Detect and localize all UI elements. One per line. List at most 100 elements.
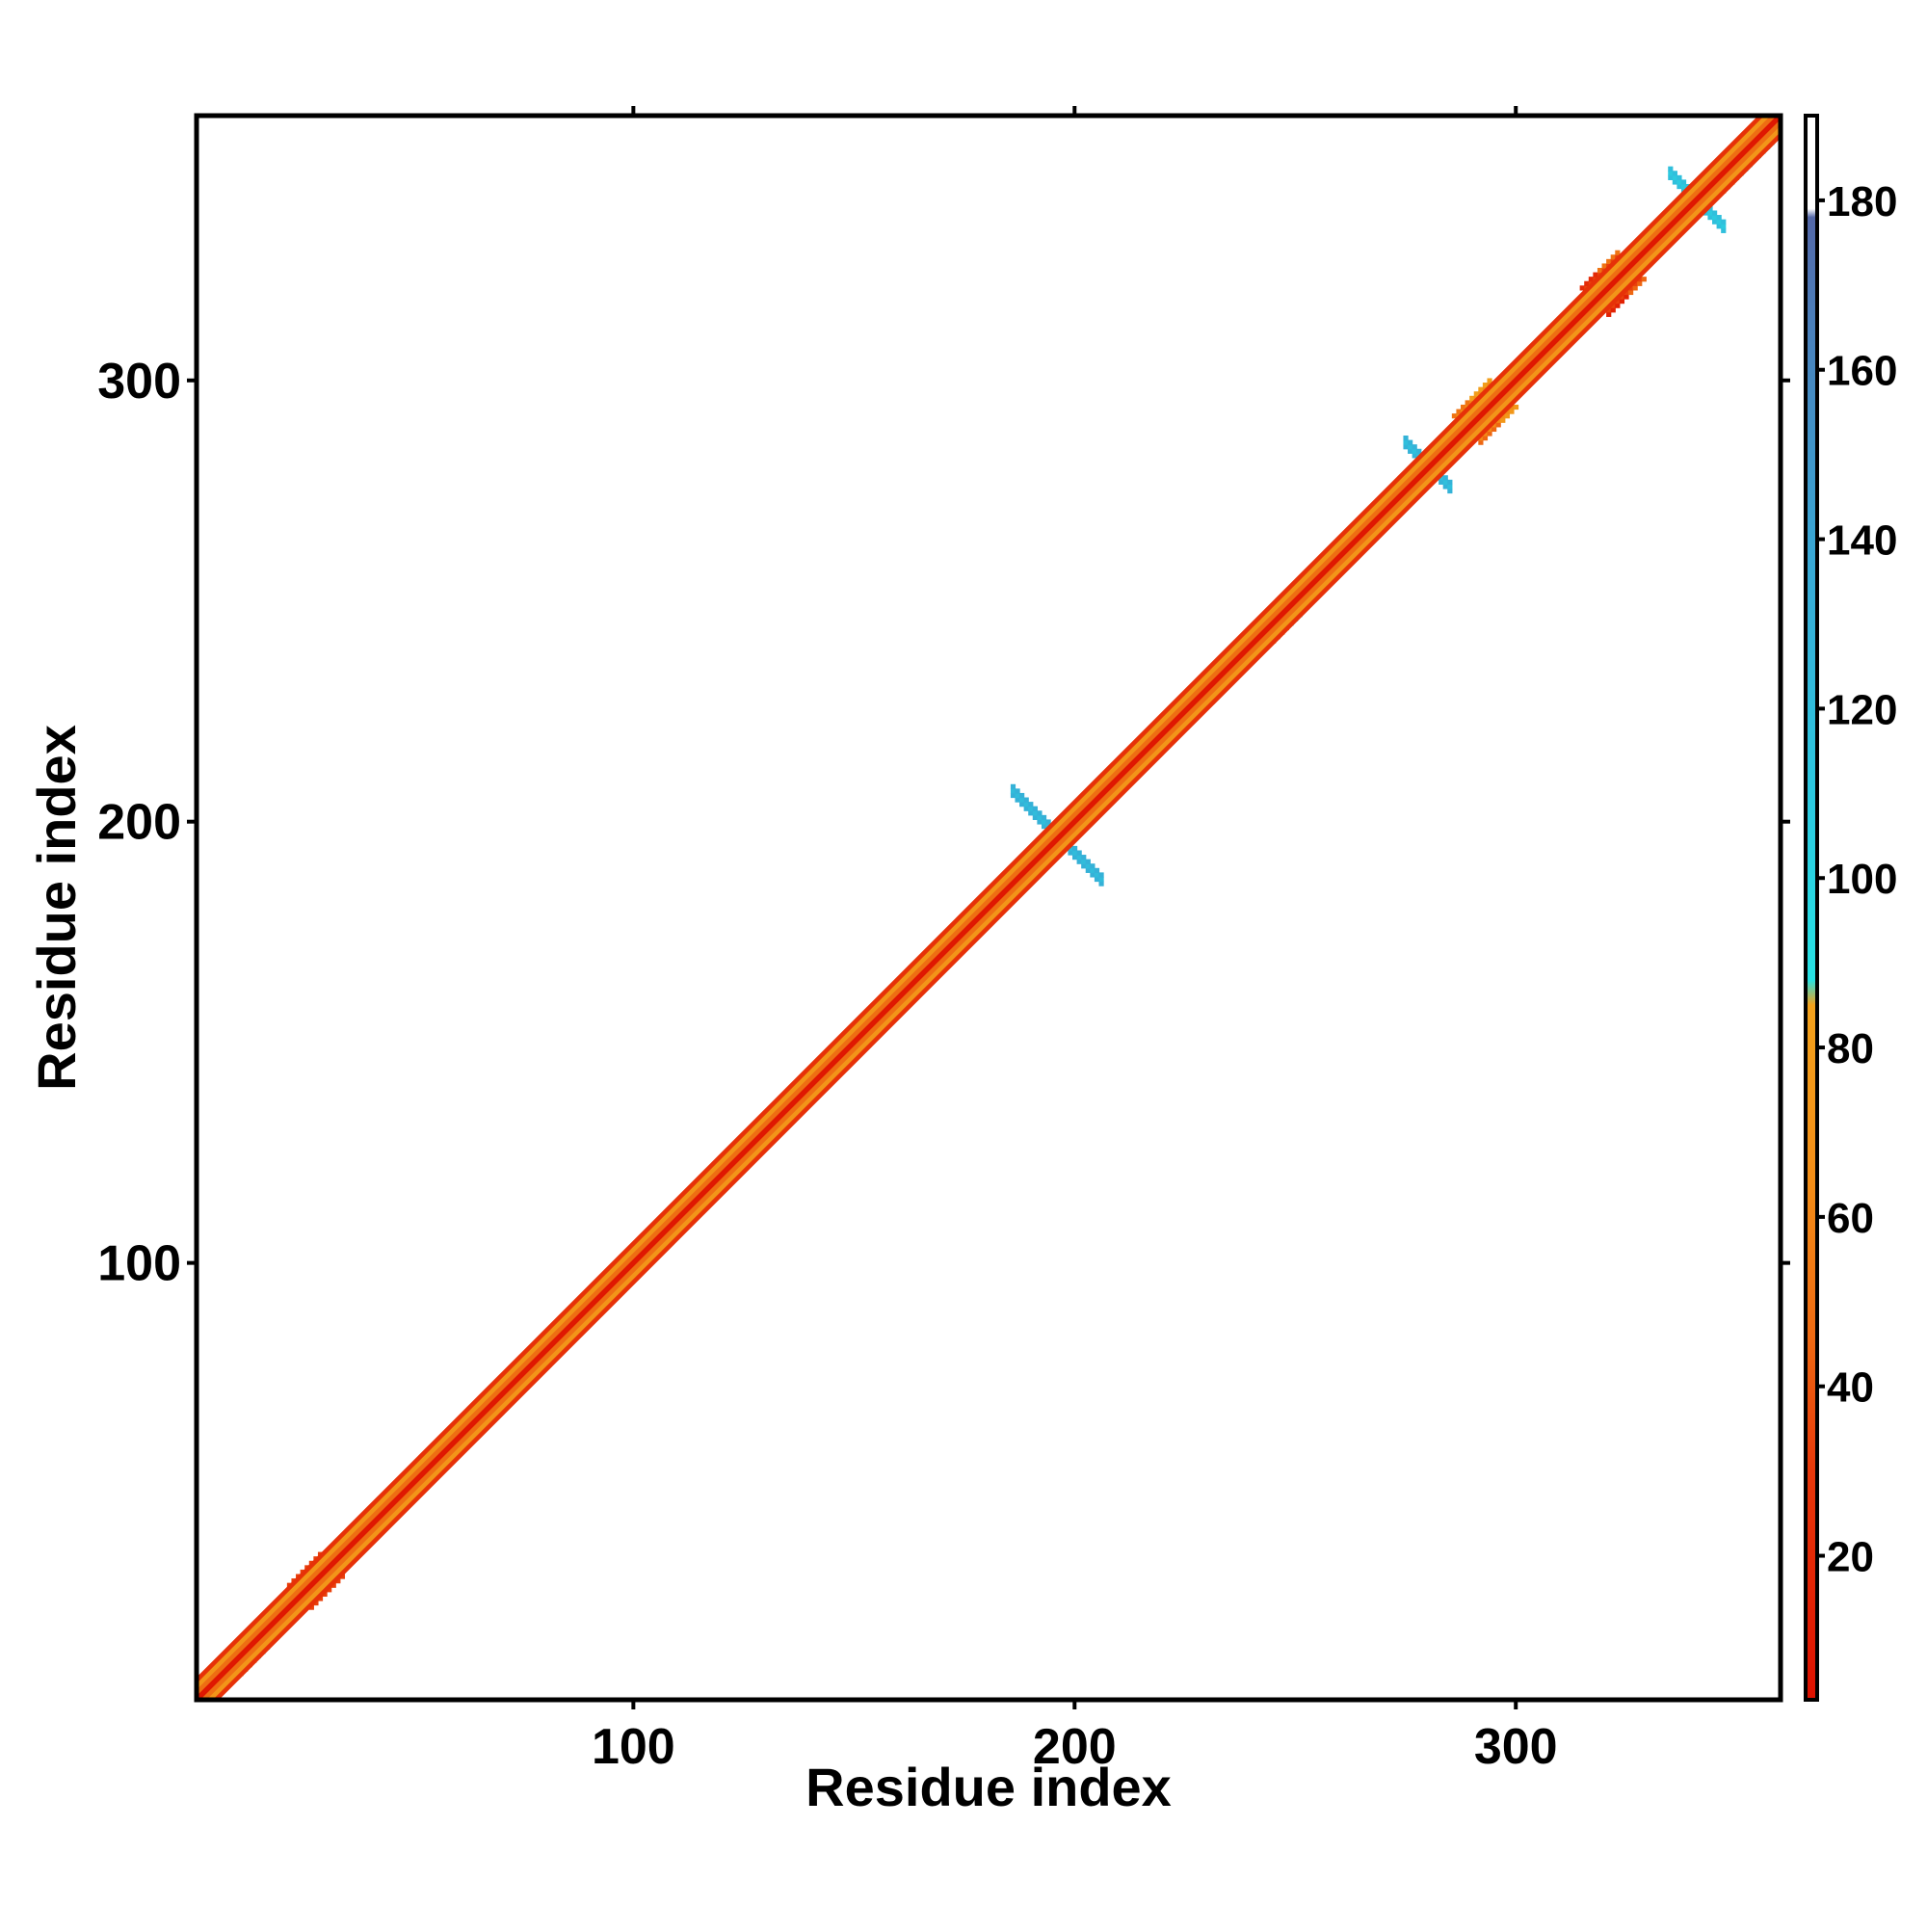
heatmap-cell xyxy=(1403,444,1409,450)
heatmap-cell xyxy=(1098,876,1104,883)
heatmap-cell xyxy=(1085,867,1091,873)
heatmap-cell xyxy=(1672,171,1677,176)
heatmap-cell xyxy=(1610,307,1616,313)
y-axis-label: Residue index xyxy=(26,725,87,1091)
heatmap-cell xyxy=(1019,792,1025,799)
heatmap-cell xyxy=(1072,855,1078,860)
heatmap-cell xyxy=(1451,413,1458,419)
heatmap-cell xyxy=(1442,475,1448,481)
heatmap-cell xyxy=(1094,867,1100,873)
heatmap-cell xyxy=(1032,814,1038,821)
heatmap-cell xyxy=(1632,280,1638,286)
heatmap-cell xyxy=(1615,250,1621,255)
colorbar-frame xyxy=(1804,114,1819,1702)
heatmap-cell xyxy=(1487,426,1492,433)
heatmap-cell xyxy=(322,1591,328,1597)
heatmap-cell xyxy=(1442,479,1448,485)
heatmap-cell xyxy=(1672,179,1677,185)
heatmap-cell xyxy=(1068,845,1073,852)
heatmap-cell xyxy=(1721,219,1727,225)
heatmap-cell xyxy=(308,1604,314,1610)
heatmap-cell xyxy=(1672,174,1677,181)
heatmap-cell xyxy=(1495,417,1501,423)
heatmap-cell xyxy=(1619,294,1625,300)
heatmap-cell xyxy=(1676,183,1682,190)
heatmap-cell xyxy=(1628,289,1634,296)
heatmap-cell xyxy=(1028,810,1034,816)
heatmap-cell xyxy=(1707,210,1713,216)
colorbar-tick-label: 40 xyxy=(1827,1364,1874,1412)
heatmap-cell xyxy=(1628,285,1634,291)
heatmap-cell xyxy=(1495,422,1501,428)
colorbar-tick-label: 140 xyxy=(1827,517,1897,565)
heatmap-cell xyxy=(1023,806,1029,811)
x-tick-label: 100 xyxy=(592,1719,675,1775)
heatmap-cell xyxy=(1010,792,1016,799)
heatmap-cell xyxy=(1712,215,1718,221)
heatmap-cell xyxy=(1610,254,1616,260)
heatmap-cell xyxy=(1460,404,1466,410)
heatmap-cell xyxy=(1632,285,1638,291)
heatmap-cell xyxy=(1447,479,1453,485)
heatmap-cell xyxy=(1482,431,1489,437)
y-axis: 100 200 300 xyxy=(97,354,1790,1292)
heatmap-cell xyxy=(1513,404,1519,410)
heatmap-cell xyxy=(1090,867,1095,873)
heatmap-cell xyxy=(1668,171,1674,176)
heatmap-cell xyxy=(1037,810,1043,816)
heatmap-cell xyxy=(1015,797,1020,803)
heatmap-cell xyxy=(1041,814,1047,821)
heatmap-cell xyxy=(1010,788,1016,794)
heatmap-cell xyxy=(1094,872,1100,878)
heatmap-cell xyxy=(1593,272,1598,278)
colorbar: 20 40 60 80 100 120 140 160 180 xyxy=(1804,114,1897,1702)
heatmap-cell xyxy=(1081,855,1087,860)
heatmap-cell xyxy=(1623,294,1629,300)
heatmap-cell xyxy=(1615,303,1621,308)
heatmap-cell xyxy=(1606,311,1612,317)
heatmap-cell xyxy=(313,1600,319,1606)
heatmap-cell xyxy=(1403,439,1409,445)
heatmap-cell xyxy=(1487,431,1492,437)
heatmap-cell xyxy=(1098,872,1104,878)
heatmap-cell xyxy=(1500,417,1506,423)
colorbar-tick-label: 80 xyxy=(1827,1025,1874,1072)
heatmap-cell xyxy=(1478,386,1484,392)
colorbar-tick-label: 160 xyxy=(1827,348,1897,395)
heatmap-cell xyxy=(1412,444,1417,450)
heatmap-cell xyxy=(1085,859,1091,864)
x-tick-label: 300 xyxy=(1474,1719,1558,1775)
heatmap-cell xyxy=(1076,859,1082,864)
heatmap-cell xyxy=(1619,299,1625,304)
heatmap-cell xyxy=(1090,872,1095,878)
heatmap-cell xyxy=(1412,448,1417,454)
heatmap-cell xyxy=(1504,409,1510,414)
heatmap-cell xyxy=(1037,814,1043,821)
heatmap-cell xyxy=(1447,488,1453,494)
heatmap-cell xyxy=(1094,876,1100,883)
heatmap-cell xyxy=(1606,258,1612,265)
heatmap-cell xyxy=(1579,285,1585,291)
colorbar-tick-label: 180 xyxy=(1827,178,1897,225)
heatmap-cell xyxy=(1491,422,1497,428)
heatmap-cell xyxy=(327,1587,332,1593)
heatmap-cell xyxy=(1408,444,1413,450)
heatmap-cell xyxy=(1098,881,1104,887)
plot-frame xyxy=(194,113,1783,1703)
heatmap-cell xyxy=(1610,303,1616,308)
heatmap-cell xyxy=(1487,378,1492,384)
heatmap-cell xyxy=(1076,850,1082,856)
x-axis-label: Residue index xyxy=(805,1757,1172,1817)
heatmap-cell xyxy=(1637,280,1643,286)
colorbar-tick-label: 100 xyxy=(1827,856,1897,903)
heatmap-cell xyxy=(1597,267,1603,274)
heatmap-cell xyxy=(1032,806,1038,811)
heatmap-cell xyxy=(1601,263,1607,269)
heatmap-cell xyxy=(1439,475,1444,481)
heatmap-cell xyxy=(1442,484,1448,490)
y-tick-label: 100 xyxy=(97,1236,181,1292)
heatmap-cell xyxy=(1015,792,1020,799)
heatmap-cell xyxy=(1637,277,1643,282)
heatmap-cell xyxy=(1015,788,1020,794)
heatmap-cell xyxy=(1588,277,1594,282)
